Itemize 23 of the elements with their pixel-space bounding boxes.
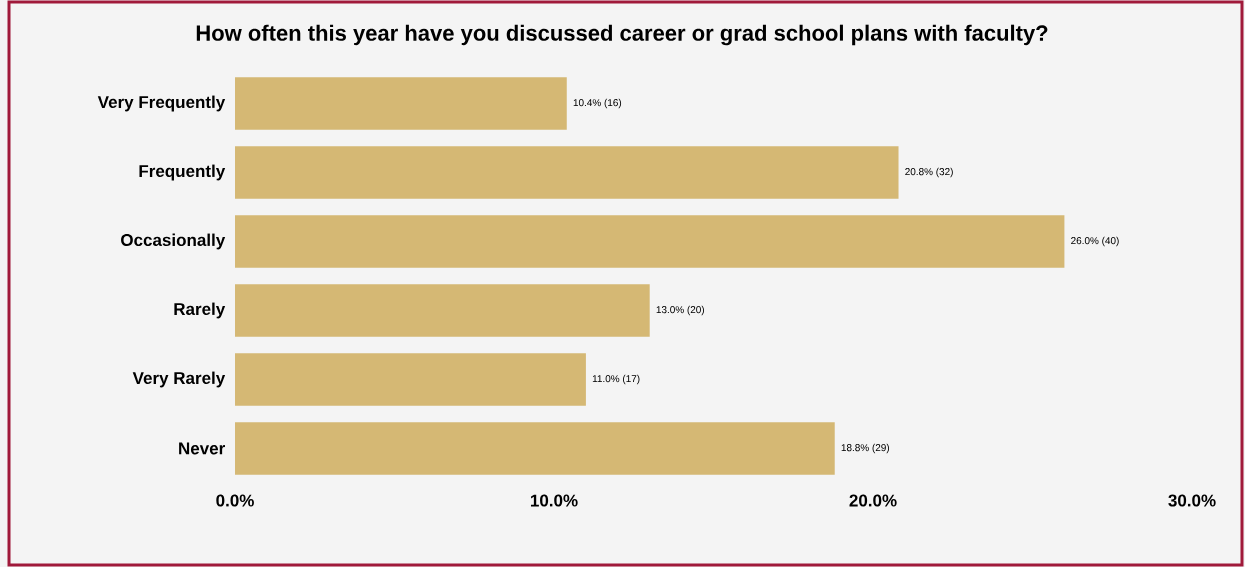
data-label: 18.8% (29) bbox=[841, 443, 890, 454]
data-label: 20.8% (32) bbox=[905, 167, 953, 178]
x-tick-label: 10.0% bbox=[530, 494, 578, 507]
y-tick-label: Rarely bbox=[174, 302, 226, 319]
y-tick-label: Very Rarely bbox=[132, 371, 226, 388]
bar bbox=[235, 77, 567, 130]
data-label: 10.4% (16) bbox=[573, 98, 622, 109]
y-tick-label: Occasionally bbox=[121, 233, 226, 250]
bar bbox=[235, 353, 586, 406]
data-label: 11.0% (17) bbox=[592, 374, 640, 385]
y-tick-label: Never bbox=[179, 442, 225, 455]
y-tick-label: Frequently bbox=[139, 164, 226, 181]
x-tick-label: 20.0% bbox=[849, 494, 897, 507]
y-tick-label: Very Frequently bbox=[97, 95, 226, 112]
data-label: 26.0% (40) bbox=[1071, 236, 1119, 247]
bar bbox=[235, 422, 835, 475]
chart-title: How often this year have you discussed career or grad school plans with faculty? bbox=[196, 24, 1048, 46]
bar bbox=[235, 215, 1065, 268]
bar bbox=[235, 146, 899, 199]
x-tick-label: 30.0% bbox=[1168, 494, 1216, 507]
data-label: 13.0% (20) bbox=[656, 305, 705, 316]
bar bbox=[235, 284, 650, 337]
x-tick-label: 0.0% bbox=[216, 494, 254, 507]
